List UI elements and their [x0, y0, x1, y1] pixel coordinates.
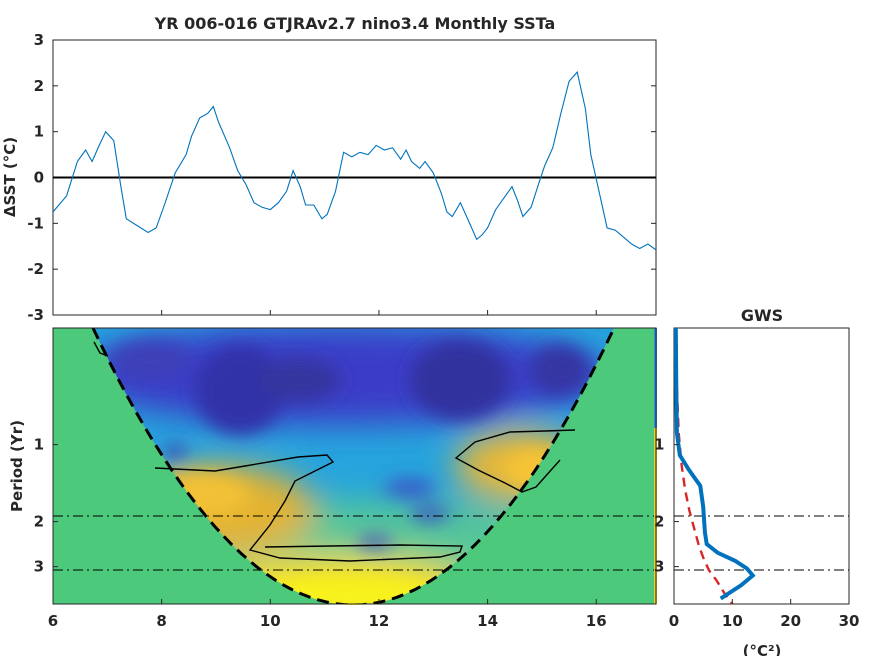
gws-x-tick-label: 20	[780, 612, 801, 630]
gws-x-axis-label: (°C²)	[743, 642, 782, 656]
gws-y-tick-label: 1	[654, 436, 664, 454]
gws-x-tick-label: 10	[722, 612, 743, 630]
ssta-y-axis-label: ΔSST (°C)	[1, 137, 19, 217]
gws-y-tick-label: 2	[654, 513, 664, 531]
ssta-y-tick-label: 2	[34, 77, 44, 95]
wavelet-x-tick-label: 8	[156, 612, 166, 630]
gws-x-tick-label: 30	[839, 612, 860, 630]
wavelet-y-tick-label: 1	[34, 436, 44, 454]
gws-x-tick-label: 0	[669, 612, 679, 630]
ssta-y-tick-label: -3	[27, 306, 44, 324]
significance-contour-left	[154, 454, 463, 562]
ssta-y-tick-label: 1	[34, 123, 44, 141]
gws-y-tick-label: 3	[654, 558, 664, 576]
ssta-y-tick-label: 0	[34, 169, 44, 187]
wavelet-plot-frame	[52, 327, 657, 605]
wavelet-y-tick-label: 3	[34, 558, 44, 576]
wavelet-x-ticks: 6 8 10 12 14 16	[48, 599, 607, 630]
gws-plot-area	[673, 327, 850, 605]
gws-power-curve	[674, 328, 756, 601]
wavelet-x-tick-label: 14	[477, 612, 498, 630]
wavelet-x-tick-label: 6	[48, 612, 58, 630]
ssta-y-tick-label: -1	[27, 214, 44, 232]
cone-of-influence	[91, 328, 616, 604]
wavelet-y-axis-label: Period (Yr)	[8, 420, 26, 512]
wavelet-x-tick-label: 12	[369, 612, 390, 630]
ssta-x-tickmarks	[52, 310, 597, 315]
gws-x-ticks: 0 10 20 30 1 2 3	[654, 436, 859, 630]
chart-title: YR 006-016 GTJRAv2.7 nino3.4 Monthly SST…	[154, 14, 556, 33]
wavelet-x-tick-label: 10	[260, 612, 281, 630]
wavelet-y-ticks: 1 2 3	[34, 436, 58, 576]
ssta-series-line	[53, 70, 656, 251]
gws-title: GWS	[741, 306, 783, 325]
ssta-y-tick-label: 3	[34, 31, 44, 49]
wavelet-y-tick-label: 2	[34, 513, 44, 531]
wavelet-x-tick-label: 16	[586, 612, 607, 630]
significance-contour-right	[454, 429, 576, 493]
gws-significance-curve	[675, 328, 734, 604]
ssta-y-tick-label: -2	[27, 260, 44, 278]
